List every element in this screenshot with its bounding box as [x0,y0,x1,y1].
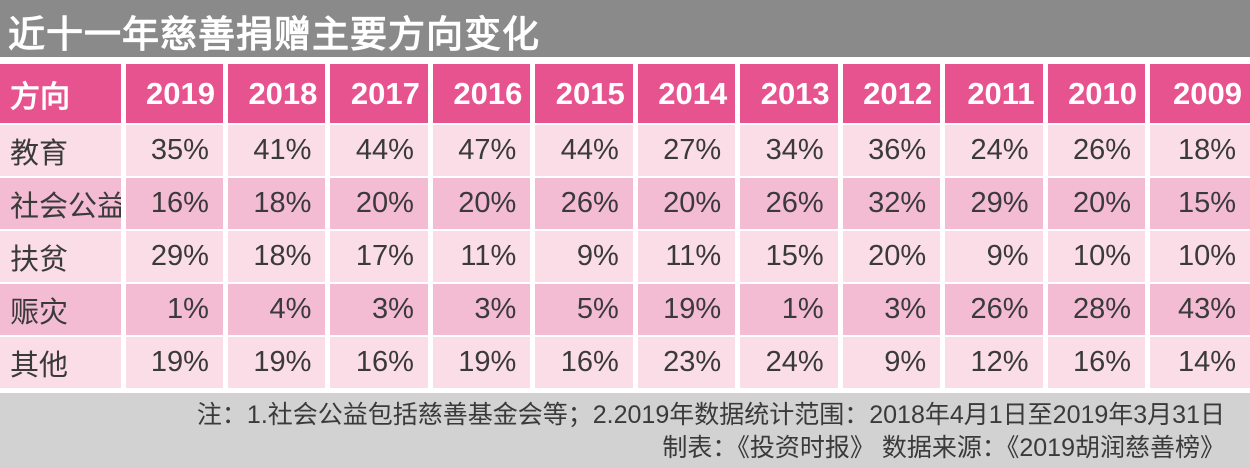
value-cell: 27% [632,123,738,177]
value-cell: 26% [735,176,841,230]
value-cell: 11% [632,229,738,283]
table-row: 社会公益 16% 18% 20% 20% 26% 20% 26% 32% 29% 20% 15% [0,176,1250,230]
year-header: 2009 [1145,64,1250,124]
row-label: 社会公益 [0,176,123,230]
value-cell: 41% [222,123,328,177]
value-cell: 35% [120,123,226,177]
value-cell: 24% [940,123,1046,177]
value-cell: 20% [837,229,943,283]
value-cell: 1% [120,282,226,336]
year-header: 2019 [120,64,226,124]
value-cell: 20% [1042,176,1148,230]
value-cell: 34% [735,123,841,177]
value-cell: 20% [325,176,431,230]
value-cell: 10% [1145,229,1250,283]
value-cell: 20% [427,176,533,230]
table-row: 扶贫 29% 18% 17% 11% 9% 11% 15% 20% 9% 10% 10% [0,229,1250,283]
value-cell: 4% [222,282,328,336]
table-row: 赈灾 1% 4% 3% 3% 5% 19% 1% 3% 26% 28% 43% [0,282,1250,336]
value-cell: 32% [837,176,943,230]
value-cell: 14% [1145,335,1250,388]
row-label: 其他 [0,335,123,388]
value-cell: 18% [222,229,328,283]
row-label: 教育 [0,123,123,177]
value-cell: 16% [1042,335,1148,388]
year-header: 2010 [1042,64,1148,124]
year-header: 2013 [735,64,841,124]
value-cell: 29% [940,176,1046,230]
value-cell: 15% [735,229,841,283]
year-header: 2017 [325,64,431,124]
footer-notes: 注：1.社会公益包括慈善基金会等；2.2019年数据统计范围：2018年4月1日… [0,393,1250,468]
table-row: 教育 35% 41% 44% 47% 44% 27% 34% 36% 24% 26% 18% [0,123,1250,177]
value-cell: 3% [325,282,431,336]
value-cell: 17% [325,229,431,283]
value-cell: 5% [530,282,636,336]
title-bar: 近十一年慈善捐赠主要方向变化 [0,0,1250,57]
value-cell: 3% [427,282,533,336]
value-cell: 3% [837,282,943,336]
value-cell: 12% [940,335,1046,388]
value-cell: 18% [222,176,328,230]
value-cell: 44% [530,123,636,177]
year-header: 2016 [427,64,533,124]
value-cell: 24% [735,335,841,388]
value-cell: 9% [530,229,636,283]
year-header: 2014 [632,64,738,124]
value-cell: 9% [940,229,1046,283]
value-cell: 26% [1042,123,1148,177]
value-cell: 47% [427,123,533,177]
page-title: 近十一年慈善捐赠主要方向变化 [8,13,540,55]
value-cell: 20% [632,176,738,230]
value-cell: 19% [632,282,738,336]
value-cell: 9% [837,335,943,388]
value-cell: 16% [530,335,636,388]
footer-credit-line: 制表：《投资时报》 数据来源：《2019胡润慈善榜》 [662,434,1225,462]
value-cell: 44% [325,123,431,177]
donation-table: 方向 2019 2018 2017 2016 2015 2014 2013 2012 2011 2… [0,64,1250,388]
value-cell: 29% [120,229,226,283]
year-header: 2012 [837,64,943,124]
value-cell: 26% [940,282,1046,336]
value-cell: 26% [530,176,636,230]
value-cell: 23% [632,335,738,388]
value-cell: 19% [222,335,328,388]
row-label: 赈灾 [0,282,123,336]
value-cell: 19% [427,335,533,388]
table-header-row: 方向 2019 2018 2017 2016 2015 2014 2013 2012 2011 2… [0,64,1250,124]
direction-header: 方向 [0,64,123,124]
year-header: 2015 [530,64,636,124]
value-cell: 11% [427,229,533,283]
footer-note-line: 注：1.社会公益包括慈善基金会等；2.2019年数据统计范围：2018年4月1日… [196,401,1225,429]
value-cell: 28% [1042,282,1148,336]
year-header: 2018 [222,64,328,124]
row-label: 扶贫 [0,229,123,283]
value-cell: 43% [1145,282,1250,336]
value-cell: 1% [735,282,841,336]
value-cell: 19% [120,335,226,388]
table-body: 教育 35% 41% 44% 47% 44% 27% 34% 36% 24% 26% 18% 社会公益 1… [0,123,1250,388]
value-cell: 18% [1145,123,1250,177]
value-cell: 10% [1042,229,1148,283]
value-cell: 16% [120,176,226,230]
table-row: 其他 19% 19% 16% 19% 16% 23% 24% 9% 12% 16% 14% [0,335,1250,388]
value-cell: 16% [325,335,431,388]
value-cell: 15% [1145,176,1250,230]
year-header: 2011 [940,64,1046,124]
value-cell: 36% [837,123,943,177]
